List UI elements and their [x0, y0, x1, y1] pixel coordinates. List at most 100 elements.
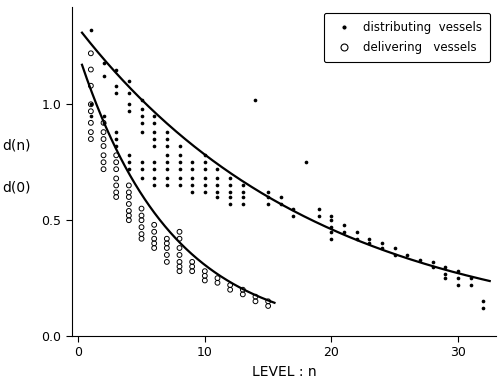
Point: [137, 166, 145, 172]
Point: [137, 231, 145, 237]
Point: [100, 166, 108, 172]
Point: [176, 268, 184, 274]
Point: [188, 166, 196, 172]
Point: [201, 175, 209, 181]
Point: [150, 136, 158, 142]
Point: [150, 159, 158, 165]
Point: [163, 152, 171, 158]
Point: [239, 201, 247, 207]
Point: [137, 235, 145, 242]
Point: [87, 113, 95, 119]
Point: [100, 120, 108, 126]
Point: [454, 282, 462, 288]
Point: [112, 152, 120, 158]
Point: [112, 189, 120, 195]
Point: [112, 143, 120, 149]
Point: [226, 194, 234, 200]
Point: [137, 129, 145, 135]
Point: [213, 275, 221, 281]
Point: [213, 194, 221, 200]
Point: [302, 159, 310, 165]
Point: [252, 294, 260, 300]
Point: [226, 175, 234, 181]
Point: [213, 182, 221, 188]
Point: [391, 245, 399, 251]
Point: [327, 224, 336, 230]
Point: [365, 240, 373, 246]
Point: [112, 175, 120, 181]
Point: [150, 129, 158, 135]
Point: [264, 201, 272, 207]
Point: [188, 182, 196, 188]
Point: [378, 245, 386, 251]
Point: [163, 235, 171, 242]
Point: [163, 143, 171, 149]
Point: [454, 275, 462, 281]
Point: [391, 252, 399, 258]
Point: [176, 259, 184, 265]
Point: [264, 189, 272, 195]
Point: [137, 113, 145, 119]
Point: [239, 194, 247, 200]
Point: [378, 240, 386, 246]
Point: [226, 201, 234, 207]
Point: [289, 212, 297, 218]
Point: [150, 143, 158, 149]
Point: [137, 217, 145, 223]
Point: [150, 222, 158, 228]
Text: d(0): d(0): [3, 181, 31, 195]
Point: [100, 143, 108, 149]
Point: [201, 278, 209, 284]
Point: [163, 159, 171, 165]
Point: [188, 259, 196, 265]
Point: [125, 166, 133, 172]
Point: [87, 136, 95, 142]
Point: [403, 252, 411, 258]
Point: [100, 73, 108, 80]
Point: [188, 175, 196, 181]
Point: [137, 205, 145, 212]
Point: [176, 152, 184, 158]
Point: [112, 166, 120, 172]
Point: [112, 159, 120, 165]
Text: d(n): d(n): [3, 138, 31, 152]
Point: [188, 159, 196, 165]
Point: [201, 152, 209, 158]
Point: [213, 280, 221, 286]
Point: [416, 257, 424, 263]
Point: [252, 96, 260, 103]
Point: [289, 205, 297, 212]
Point: [87, 120, 95, 126]
Point: [87, 66, 95, 73]
Point: [340, 222, 348, 228]
Point: [213, 166, 221, 172]
Point: [125, 208, 133, 214]
Point: [137, 106, 145, 112]
Point: [150, 235, 158, 242]
Point: [327, 229, 336, 235]
Point: [467, 275, 475, 281]
Point: [125, 78, 133, 84]
Point: [479, 298, 487, 305]
Point: [201, 182, 209, 188]
Point: [188, 264, 196, 270]
Point: [125, 182, 133, 188]
Point: [213, 189, 221, 195]
Point: [150, 245, 158, 251]
Point: [87, 101, 95, 107]
Point: [226, 182, 234, 188]
Point: [442, 271, 450, 277]
Point: [239, 189, 247, 195]
Point: [163, 166, 171, 172]
Point: [100, 159, 108, 165]
Point: [176, 159, 184, 165]
Point: [137, 159, 145, 165]
Point: [327, 235, 336, 242]
Point: [340, 229, 348, 235]
Point: [201, 273, 209, 279]
Point: [125, 194, 133, 200]
Point: [163, 129, 171, 135]
Point: [176, 235, 184, 242]
Point: [137, 96, 145, 103]
Point: [150, 113, 158, 119]
